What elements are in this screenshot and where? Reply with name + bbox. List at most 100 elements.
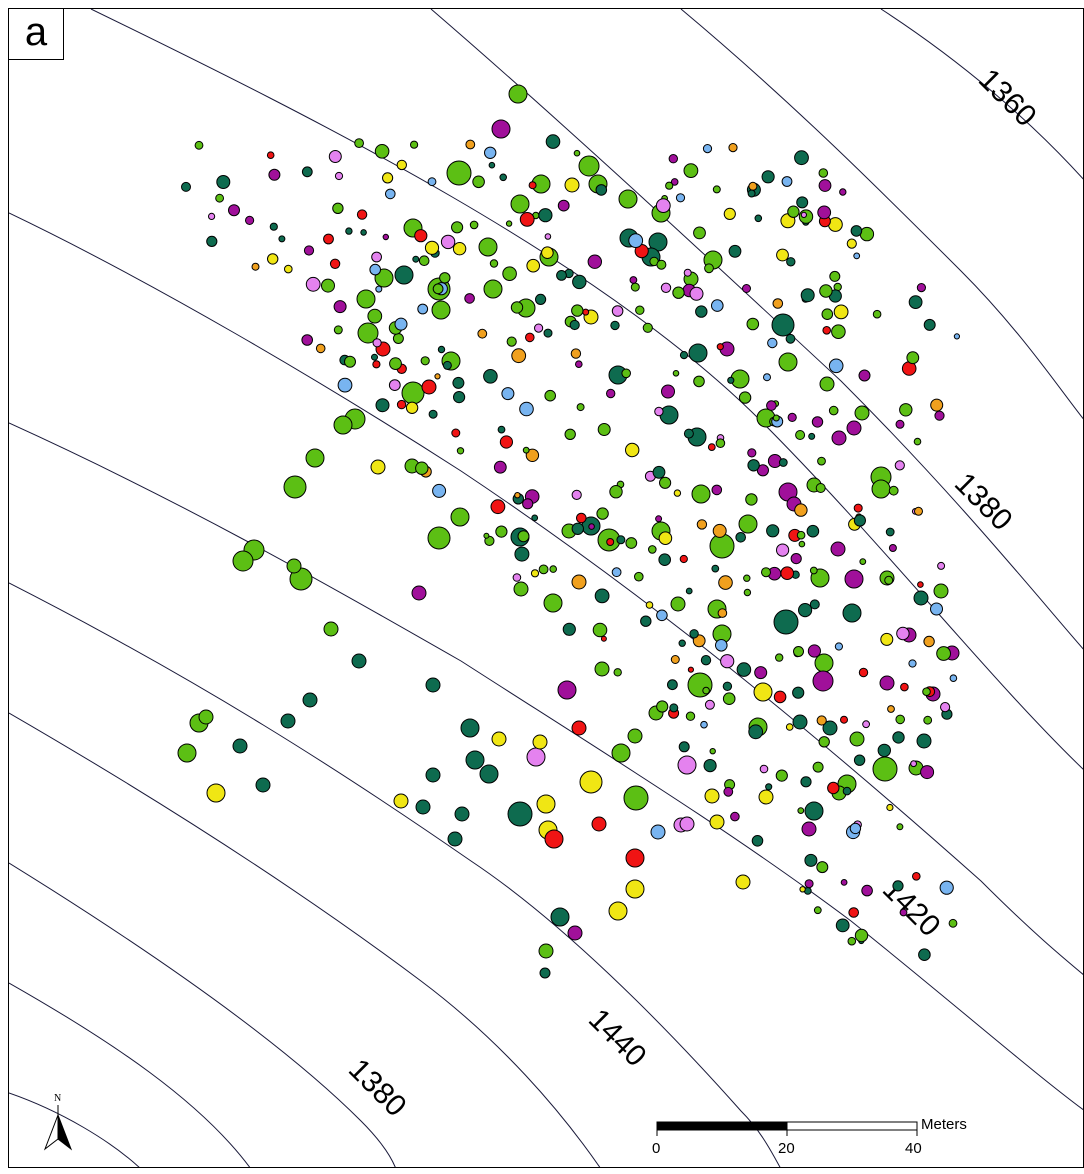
- north-arrow-icon: N: [43, 1093, 73, 1151]
- point-marker-light-green: [450, 507, 470, 527]
- point-marker-light-green: [859, 226, 875, 242]
- point-marker-orange: [696, 519, 708, 530]
- contour-line: [9, 982, 251, 1167]
- point-marker-lilac: [334, 171, 344, 181]
- point-marker-dark-green: [735, 532, 747, 543]
- point-marker-dark-green: [804, 801, 824, 821]
- point-marker-light-green: [761, 567, 771, 578]
- point-marker-dark-green: [483, 369, 498, 384]
- point-marker-magenta: [844, 569, 864, 589]
- point-marker-magenta: [411, 585, 427, 601]
- point-marker-light-blue: [427, 177, 437, 187]
- point-marker-lilac: [689, 286, 704, 301]
- point-layer: [177, 84, 961, 979]
- point-marker-light-blue: [953, 333, 961, 340]
- point-marker-yellow: [709, 814, 725, 830]
- point-marker-dark-green: [452, 376, 465, 389]
- point-marker-magenta: [629, 276, 638, 284]
- point-marker-dark-green: [301, 166, 313, 178]
- point-marker-yellow: [382, 172, 394, 184]
- point-marker-light-green: [446, 160, 472, 186]
- point-marker-magenta: [228, 204, 240, 217]
- point-marker-light-green: [389, 357, 402, 371]
- point-marker-magenta: [557, 680, 577, 700]
- point-marker-lilac: [512, 573, 522, 582]
- point-marker-light-green: [849, 731, 865, 747]
- point-marker-red: [591, 816, 607, 832]
- point-marker-magenta: [575, 360, 583, 369]
- point-marker-light-green: [510, 301, 524, 314]
- point-marker-light-green: [495, 525, 508, 538]
- point-marker-dark-green: [616, 535, 626, 545]
- point-marker-light-green: [283, 475, 307, 499]
- point-marker-red: [600, 635, 607, 642]
- point-marker-orange: [511, 348, 527, 364]
- point-marker-magenta: [670, 178, 679, 186]
- point-marker-orange: [728, 143, 738, 153]
- point-marker-light-green: [549, 565, 558, 573]
- point-marker-orange: [477, 328, 488, 339]
- point-marker-light-green: [513, 581, 529, 597]
- point-marker-dark-green: [345, 227, 353, 235]
- point-marker-dark-green: [736, 662, 752, 677]
- point-marker-light-green: [323, 621, 339, 637]
- point-marker-dark-green: [669, 703, 679, 713]
- point-marker-dark-green: [550, 907, 570, 927]
- point-marker-red: [490, 499, 506, 515]
- point-marker-lilac: [305, 276, 321, 292]
- point-marker-dark-green: [375, 398, 390, 413]
- point-marker-lilac: [679, 816, 695, 832]
- point-marker-magenta: [920, 765, 935, 780]
- point-marker-yellow: [704, 788, 720, 804]
- point-marker-dark-green: [447, 831, 463, 847]
- point-marker-dark-green: [371, 353, 378, 361]
- point-marker-dark-green: [497, 425, 506, 434]
- point-marker-light-blue: [519, 401, 534, 417]
- point-marker-dark-green: [792, 714, 808, 730]
- contour-line: [9, 1092, 140, 1167]
- point-marker-orange: [887, 705, 895, 713]
- point-marker-red: [582, 308, 590, 316]
- point-marker-magenta: [661, 384, 675, 399]
- point-marker-light-green: [332, 202, 344, 215]
- point-marker-light-blue: [628, 233, 644, 249]
- point-marker-yellow: [267, 253, 279, 265]
- point-marker-light-green: [642, 322, 653, 333]
- point-marker-light-blue: [702, 144, 713, 154]
- point-marker-dark-green: [415, 799, 431, 815]
- point-marker-light-green: [775, 653, 784, 662]
- point-marker-light-blue: [715, 639, 728, 652]
- point-marker-dark-green: [711, 564, 720, 573]
- point-marker-magenta: [817, 205, 832, 220]
- map-panel: 1360 1380 1420 1440 1380 0 20 40 Meters …: [8, 8, 1084, 1168]
- point-marker-light-green: [795, 430, 806, 440]
- contour-line: [430, 9, 1083, 650]
- point-marker-light-green: [489, 259, 499, 268]
- point-marker-light-green: [854, 405, 870, 421]
- point-marker-orange: [571, 574, 587, 590]
- point-marker-magenta: [522, 498, 534, 510]
- point-marker-red: [853, 503, 863, 513]
- point-marker-dark-green: [679, 351, 689, 360]
- point-marker-yellow: [753, 682, 773, 702]
- point-marker-dark-green: [280, 713, 296, 729]
- point-marker-light-green: [712, 185, 721, 194]
- point-marker-dark-green: [454, 806, 470, 822]
- point-marker-lilac: [571, 489, 582, 500]
- point-marker-light-green: [772, 414, 780, 422]
- point-marker-red: [827, 781, 840, 795]
- point-marker-light-blue: [394, 317, 408, 331]
- point-marker-dark-green: [216, 175, 231, 189]
- point-marker-dark-green: [771, 313, 795, 337]
- point-marker-light-blue: [828, 358, 844, 374]
- point-marker-light-green: [623, 785, 649, 811]
- point-marker-lilac: [328, 150, 342, 163]
- point-marker-light-green: [483, 279, 503, 299]
- point-marker-light-green: [305, 448, 325, 468]
- point-marker-yellow: [530, 569, 540, 578]
- point-marker-light-green: [648, 545, 657, 554]
- point-marker-dark-green: [785, 333, 796, 344]
- point-marker-magenta: [934, 410, 945, 421]
- point-marker-light-green: [722, 692, 736, 706]
- point-marker-yellow: [880, 632, 894, 646]
